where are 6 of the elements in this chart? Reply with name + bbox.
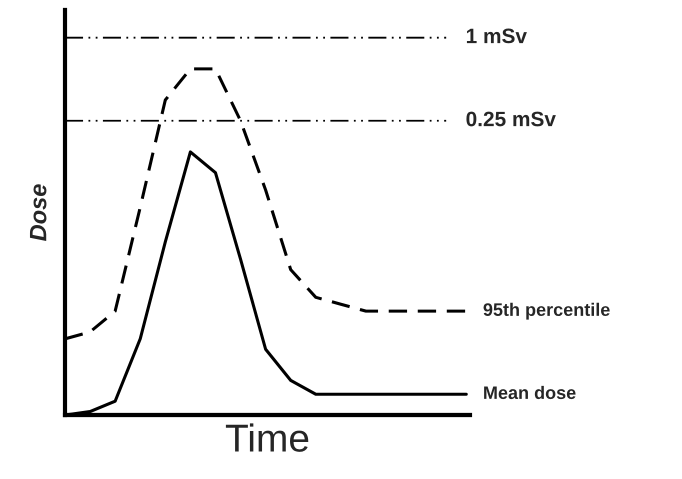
x-axis-title: Time [226,423,308,452]
series-label: Mean dose [484,386,576,400]
ref-line-label: 0.25 mSv [466,112,556,126]
y-axis-title: Dose [30,184,46,241]
series-label: 95th percentile [484,302,610,320]
ref-line-label: 1 mSv [466,28,527,44]
